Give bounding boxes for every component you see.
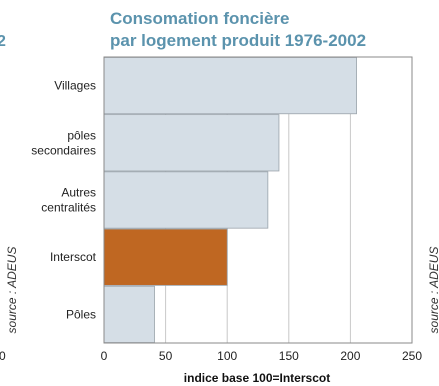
plot-frame [103,56,413,344]
bar-3 [103,228,228,286]
source-left: source : ADEUS [5,247,19,334]
x-tick-4: 200 [340,349,360,363]
x-tick-0: 0 [101,349,108,363]
x-tick-labels: 0 50 100 150 200 250 [101,349,423,363]
x-tick-2: 100 [217,349,237,363]
left-fragment-title-digit: 2 [0,33,6,50]
plot-border [103,56,413,344]
category-label-2-0: Autres [61,186,96,200]
x-axis-label: indice base 100=Interscot [184,371,330,385]
x-tick-3: 150 [279,349,299,363]
category-label-4-0: Pôles [66,307,96,321]
chart-title-line-2: par logement produit 1976-2002 [110,31,366,50]
category-label-1-1: secondaires [31,143,96,157]
category-label-3-0: Interscot [50,250,97,264]
bars [103,57,357,343]
category-label-2-1: centralités [41,201,96,215]
x-tick-1: 50 [159,349,173,363]
bar-0 [103,57,357,115]
source-right: source : ADEUS [427,247,439,334]
x-tick-5: 250 [402,349,422,363]
bar-2 [103,171,269,229]
bar-1 [103,114,280,172]
chart-title-line-1: Consomation foncière [110,9,289,28]
category-label-0-0: Villages [54,79,96,93]
left-fragment-tick-zero: 0 [0,349,6,363]
bar-4 [103,285,155,343]
category-label-1-0: pôles [67,128,96,142]
